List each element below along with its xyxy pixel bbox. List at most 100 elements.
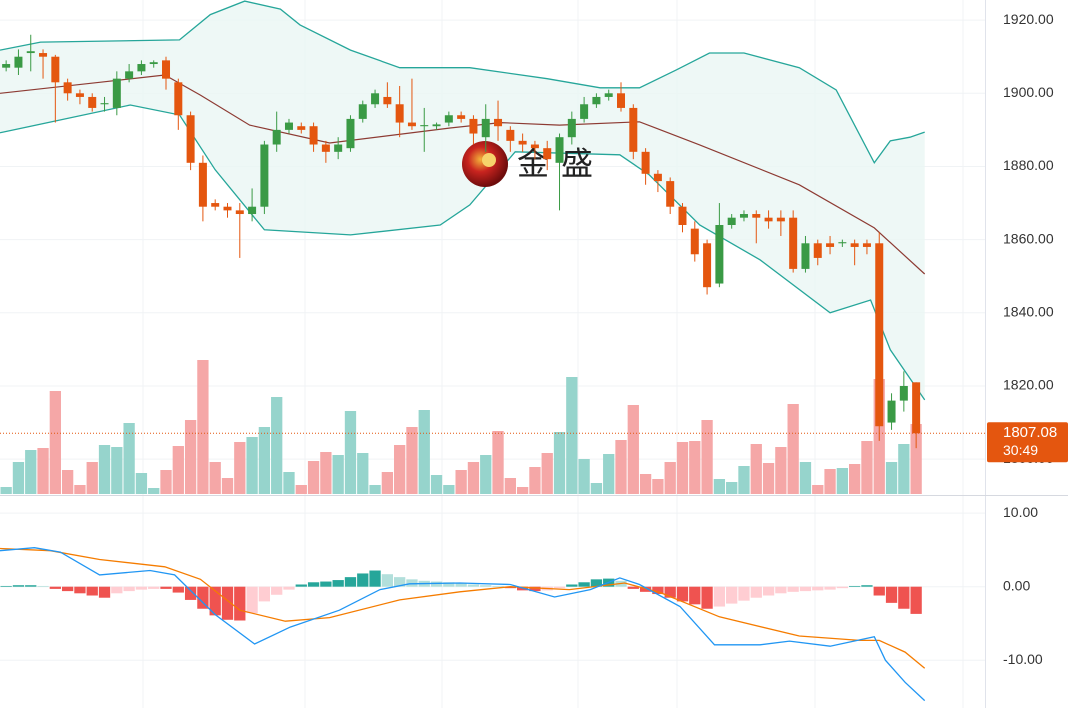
candle-body (850, 243, 859, 247)
volume-bar (750, 444, 762, 494)
macd-bar (701, 586, 713, 609)
macd-bar (246, 586, 258, 614)
macd-bar (37, 585, 49, 587)
volume-bar (590, 483, 603, 494)
candle-body (371, 93, 380, 105)
macd-bar (664, 586, 676, 598)
volume-bar (541, 453, 553, 494)
candle-body (666, 181, 675, 207)
volume-bar (209, 462, 221, 494)
candle-body (678, 206, 687, 225)
macd-bar (307, 582, 320, 587)
candle-body (899, 385, 908, 401)
candle-body (715, 225, 724, 284)
candle-body (801, 243, 810, 269)
macd-bar (689, 586, 701, 605)
candle-body (764, 217, 773, 222)
candle-body (346, 118, 355, 149)
volume-bar (172, 446, 184, 494)
volume-bar (578, 459, 590, 494)
macd-bar (738, 586, 750, 601)
candle-body (776, 217, 785, 222)
volume-bar (824, 469, 836, 494)
volume-bar (455, 470, 467, 494)
candle-body (592, 96, 601, 105)
candle-body (284, 122, 293, 130)
macd-bar (430, 581, 443, 587)
candle-body (75, 93, 84, 97)
macd-bar (799, 586, 812, 592)
candle-body (321, 144, 330, 152)
volume-bar (726, 482, 738, 494)
volume-bar (849, 464, 861, 494)
candle-body (653, 173, 662, 182)
volume-bar (86, 462, 98, 494)
y-tick-label: 1900.00 (1003, 84, 1054, 100)
candle-body (703, 243, 712, 288)
volume-bar (480, 455, 492, 494)
volume-bar (37, 448, 49, 494)
volume-bar (529, 467, 541, 494)
macd-bar (566, 584, 578, 587)
candle-body (530, 144, 539, 149)
candle-body (2, 64, 11, 68)
macd-bar (283, 586, 295, 590)
volume-bar (307, 461, 320, 494)
candle-body (506, 129, 515, 141)
volume-bar (123, 423, 135, 494)
volume-bar (492, 431, 504, 494)
volume-bar (443, 485, 455, 494)
candle-body (420, 125, 429, 127)
candle-body (444, 115, 453, 123)
volume-bar (775, 447, 787, 494)
volume-bar (320, 452, 332, 494)
volume-bar (197, 360, 209, 494)
macd-bar (836, 586, 849, 589)
macd-bar (369, 570, 381, 587)
volume-bar (652, 479, 664, 494)
volume-bar (0, 487, 12, 494)
candle-body (125, 71, 134, 79)
candle-body (407, 122, 416, 127)
candle-body (198, 162, 207, 207)
candle-body (100, 103, 109, 105)
candle-body (51, 56, 60, 83)
candle-body (14, 56, 23, 68)
candle-body (862, 243, 871, 247)
volume-bar (430, 475, 443, 494)
macd-bar (234, 586, 246, 621)
macd-bar (320, 581, 332, 587)
volume-bar (135, 473, 148, 494)
macd-bar (910, 586, 922, 614)
macd-bar (61, 586, 74, 592)
macd-bar (713, 586, 726, 607)
candle-body (690, 228, 699, 255)
macd-bar (873, 586, 885, 596)
candle-body (580, 104, 589, 119)
macd-bar (492, 585, 504, 587)
band-lower (0, 104, 926, 401)
macd-bar (98, 586, 111, 598)
y-tick-label: 1840.00 (1003, 304, 1054, 320)
volume-bar (25, 450, 37, 494)
macd-bar (12, 585, 25, 587)
candle-body (63, 82, 72, 94)
last-price-box (987, 422, 1068, 463)
macd-bar (148, 586, 160, 589)
volume-bar (639, 474, 652, 494)
macd-bar (49, 586, 61, 589)
candle-body (838, 242, 847, 244)
volume-bar (111, 447, 123, 494)
candle-body (149, 62, 158, 65)
macd-bar (812, 586, 824, 591)
candle-body (112, 78, 121, 108)
candle-body (617, 93, 626, 108)
macd-bar (0, 585, 12, 587)
candle-body (567, 118, 576, 138)
candle-body (174, 82, 183, 116)
candle-body (186, 115, 195, 163)
volume-bar (898, 444, 910, 494)
macd-bar (467, 584, 480, 587)
volume-bar (566, 377, 578, 494)
